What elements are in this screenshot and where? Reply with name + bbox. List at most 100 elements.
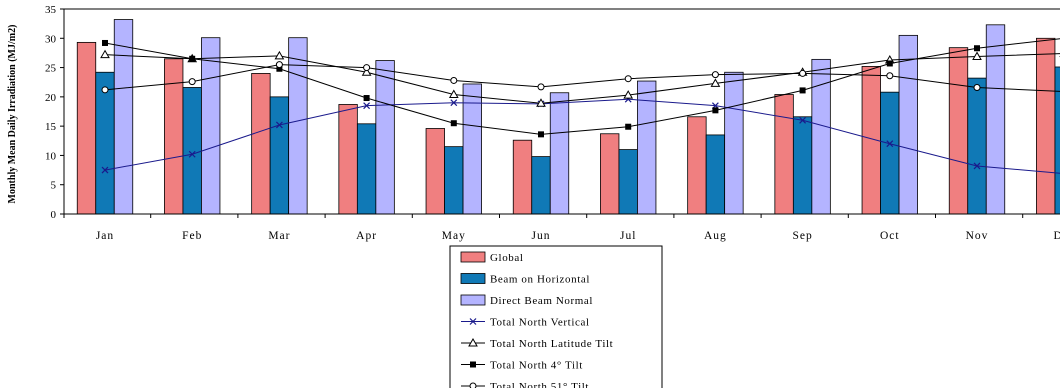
legend-box — [449, 245, 663, 388]
point-total-north-51-tilt — [624, 75, 632, 83]
x-tick-label: Jul — [620, 230, 636, 242]
bar-beam-on-horizontal — [531, 156, 551, 215]
y-tick-label: 5 — [51, 180, 57, 192]
bar-direct-beam-normal — [113, 19, 134, 215]
x-tick-label: Dec — [1053, 230, 1060, 242]
point-total-north-51-tilt — [973, 83, 981, 91]
bar-global — [774, 94, 794, 215]
legend-label: Beam on Horizontal — [490, 274, 590, 286]
y-tick-label: 30 — [45, 33, 57, 45]
bar-global — [425, 128, 445, 215]
bar-beam-on-horizontal — [705, 134, 726, 215]
point-total-north-4-tilt — [886, 60, 893, 67]
legend-swatch-global — [460, 251, 486, 263]
point-total-north-vertical — [101, 166, 109, 174]
bar-beam-on-horizontal — [444, 146, 464, 215]
bar-direct-beam-normal — [724, 71, 744, 215]
bar-beam-on-horizontal — [1054, 66, 1060, 215]
point-total-north-latitude-tilt — [972, 51, 982, 60]
x-tick-label: Jan — [96, 230, 114, 242]
point-total-north-4-tilt — [189, 55, 196, 62]
bar-global — [76, 41, 97, 215]
x-tick-label: Sep — [792, 230, 812, 242]
bar-beam-on-horizontal — [356, 123, 377, 215]
point-total-north-4-tilt — [712, 107, 719, 114]
y-tick-label: 10 — [45, 150, 57, 162]
point-total-north-51-tilt — [363, 64, 371, 72]
point-total-north-4-tilt — [450, 120, 457, 127]
point-total-north-51-tilt — [275, 61, 283, 69]
point-total-north-4-tilt — [276, 65, 283, 72]
legend-marker-total-north-51-tilt — [469, 382, 477, 388]
bar-beam-on-horizontal — [792, 116, 813, 215]
bar-global — [164, 58, 184, 215]
point-total-north-vertical — [799, 116, 807, 124]
legend-marker-total-north-4-tilt — [470, 361, 476, 368]
point-total-north-vertical — [275, 121, 283, 129]
legend-label: Total North Vertical — [490, 317, 590, 329]
bar-direct-beam-normal — [375, 60, 395, 215]
legend-label: Total North 51° Tilt — [490, 381, 589, 388]
legend-label: Total North Latitude Tilt — [490, 338, 613, 350]
point-total-north-51-tilt — [537, 83, 545, 91]
bar-direct-beam-normal — [201, 37, 221, 215]
y-tick-label: 25 — [45, 63, 57, 75]
point-total-north-4-tilt — [799, 87, 806, 94]
bar-beam-on-horizontal — [95, 71, 115, 215]
bar-global — [338, 104, 358, 215]
legend-swatch-beam-on-horizontal — [460, 273, 486, 284]
point-total-north-vertical — [363, 102, 371, 110]
bar-global — [251, 73, 271, 215]
point-total-north-4-tilt — [363, 95, 370, 102]
x-tick-label: Nov — [966, 230, 989, 242]
y-axis-title: Monthly Mean Daily Irradiation (MJ/m2) — [7, 25, 18, 204]
bar-global — [512, 139, 533, 215]
line-total-north-51-tilt — [104, 64, 1060, 92]
point-total-north-latitude-tilt — [623, 90, 634, 99]
bar-beam-on-horizontal — [182, 87, 202, 215]
point-total-north-latitude-tilt — [448, 89, 459, 99]
bar-beam-on-horizontal — [618, 149, 638, 215]
point-total-north-latitude-tilt — [100, 49, 110, 59]
legend-label: Total North 4° Tilt — [490, 360, 583, 372]
point-total-north-51-tilt — [799, 69, 807, 77]
point-total-north-vertical — [973, 162, 981, 170]
x-tick-label: Jun — [532, 230, 551, 242]
point-total-north-vertical — [450, 99, 458, 107]
legend-swatch-direct-beam-normal — [460, 294, 486, 306]
point-total-north-51-tilt — [188, 78, 196, 86]
point-total-north-4-tilt — [974, 45, 980, 52]
y-tick-label: 35 — [45, 4, 57, 16]
y-tick-label: 0 — [51, 209, 57, 221]
point-total-north-vertical — [886, 140, 894, 148]
point-total-north-51-tilt — [450, 76, 458, 84]
point-total-north-latitude-tilt — [274, 50, 285, 60]
legend-label: Direct Beam Normal — [490, 295, 593, 307]
bar-beam-on-horizontal — [269, 96, 290, 215]
bar-global — [600, 133, 620, 215]
bar-direct-beam-normal — [898, 34, 918, 215]
point-total-north-latitude-tilt — [536, 98, 546, 107]
bar-direct-beam-normal — [985, 24, 1006, 215]
point-total-north-vertical — [188, 150, 196, 158]
point-total-north-51-tilt — [711, 71, 719, 79]
line-total-north-latitude-tilt — [104, 53, 1060, 104]
bar-global — [948, 47, 969, 215]
point-total-north-4-tilt — [625, 123, 632, 130]
point-total-north-4-tilt — [538, 131, 544, 138]
x-tick-label: Oct — [880, 230, 900, 242]
y-tick-label: 20 — [45, 92, 57, 104]
x-tick-label: Aug — [704, 230, 727, 242]
x-tick-label: Mar — [268, 230, 290, 242]
point-total-north-51-tilt — [886, 72, 894, 80]
bar-global — [1036, 37, 1056, 215]
line-total-north-vertical — [104, 98, 1060, 174]
point-total-north-51-tilt — [101, 86, 109, 94]
legend-marker-total-north-latitude-tilt — [468, 337, 478, 347]
bar-beam-on-horizontal — [967, 77, 987, 215]
bar-beam-on-horizontal — [880, 91, 900, 215]
point-total-north-4-tilt — [102, 39, 108, 46]
bar-direct-beam-normal — [549, 92, 570, 215]
point-total-north-latitude-tilt — [710, 78, 721, 87]
